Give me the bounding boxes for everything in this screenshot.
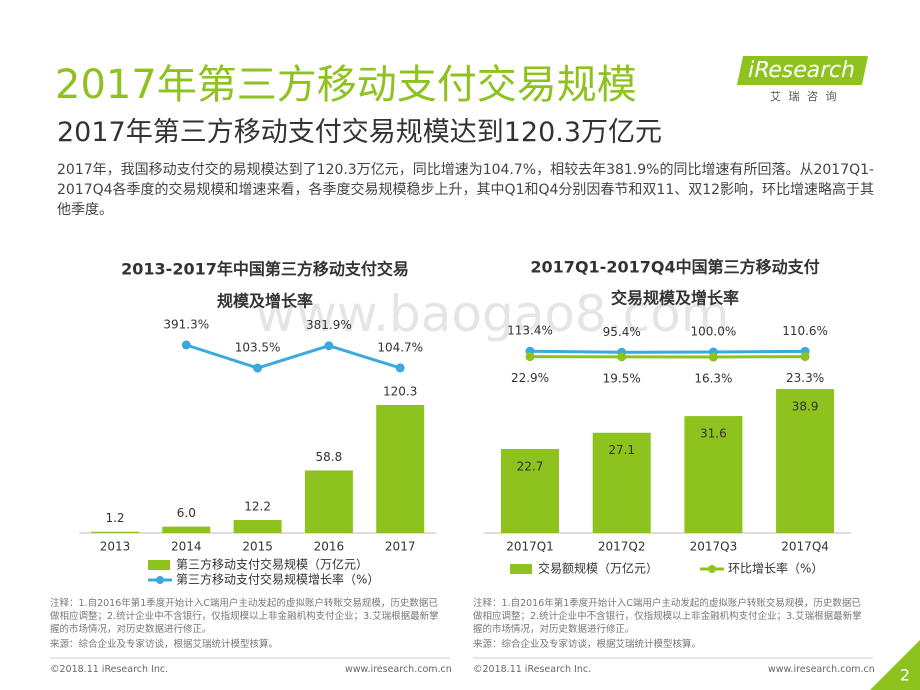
body-text: 2017年，我国移动支付交的易规模达到了120.3万亿元，同比增速为104.7%… [57,162,875,218]
chart-title: 交易规模及增长率 [611,289,739,308]
data-label: 22.7 [517,460,544,474]
line-marker [253,363,263,373]
data-label: 113.4% [507,324,553,338]
bar [592,432,651,533]
data-label: 120.3 [383,385,417,399]
legend-label: 第三方移动支付交易规模增长率（%） [176,572,379,587]
x-tick-label: 2017Q4 [781,540,829,554]
bar [162,526,211,533]
data-label: 12.2 [244,500,271,514]
bar [233,520,282,533]
data-label: 104.7% [377,340,423,354]
data-label: 110.6% [782,324,828,338]
bar [776,389,835,533]
x-tick-label: 2017Q1 [506,540,554,554]
x-tick-label: 2017Q2 [598,540,646,554]
bar [376,405,425,533]
data-label: 391.3% [163,317,209,331]
note: 注释：1.自2016年第1季度开始计入C端用户主动发起的虚拟账户转账交易规模，历… [50,598,439,635]
chart-title: 2017Q1-2017Q4中国第三方移动支付 [530,258,819,277]
data-label: 95.4% [603,325,641,339]
data-label: 100.0% [691,325,737,339]
line-marker [800,352,810,362]
copyright: ©2018.11 iResearch Inc. [50,664,169,675]
data-label: 22.9% [511,371,549,385]
data-label: 31.6 [700,427,727,441]
line-marker [525,352,535,362]
line [185,343,401,370]
x-tick-label: 2017 [385,540,416,554]
x-tick-label: 2017Q3 [690,540,738,554]
x-tick-label: 2015 [242,540,273,554]
line-marker [181,340,191,350]
x-tick-label: 2013 [100,540,131,554]
line [529,349,806,354]
legend-label: 环比增长率（%） [728,561,823,576]
legend-swatch [708,565,716,573]
data-label: 23.3% [786,371,824,385]
chart-title: 2013-2017年中国第三方移动支付交易 [121,260,409,279]
bar [304,470,353,533]
data-label: 58.8 [316,450,343,464]
bar [501,449,559,533]
note: 注释：1.自2016年第1季度开始计入C端用户主动发起的虚拟账户转账交易规模，历… [473,598,862,635]
copyright: ©2018.11 iResearch Inc. [473,664,592,675]
data-label: 16.3% [694,372,732,386]
title: 2017年第三方移动支付交易规模 [55,62,637,108]
url: www.iresearch.com.cn [345,664,452,675]
x-tick-label: 2014 [171,540,202,554]
bar [684,416,743,533]
watermark: www.baogao8.com [255,285,730,343]
bar [91,531,139,533]
chart-title: 规模及增长率 [217,292,313,311]
line-marker [617,352,627,362]
legend-label: 交易额规模（万亿元） [538,561,658,576]
data-label: 27.1 [608,443,635,457]
corner [870,640,920,690]
source: 来源：综合企业及专家访谈，根据艾瑞统计模型核算。 [50,639,279,650]
data-label: 103.5% [235,341,281,355]
source: 来源：综合企业及专家访谈，根据艾瑞统计模型核算。 [473,639,702,650]
line-marker [708,352,718,362]
data-label: 6.0 [177,506,196,520]
data-label: 38.9 [792,400,819,414]
legend-swatch [510,564,532,574]
url: www.iresearch.com.cn [768,664,875,675]
line-marker [395,363,405,373]
legend-swatch [148,560,170,570]
page-number: 2 [900,666,910,685]
line-marker [324,341,334,351]
data-label: 1.2 [105,511,124,525]
legend-swatch [156,576,164,584]
logo-tagline: 艾 瑞 咨 询 [770,90,839,103]
subtitle: 2017年第三方移动支付交易规模达到120.3万亿元 [57,117,663,148]
legend-label: 第三方移动支付交易规模（万亿元） [176,557,368,572]
data-label: 381.9% [306,318,352,332]
data-label: 19.5% [603,371,641,385]
x-tick-label: 2016 [314,540,345,554]
